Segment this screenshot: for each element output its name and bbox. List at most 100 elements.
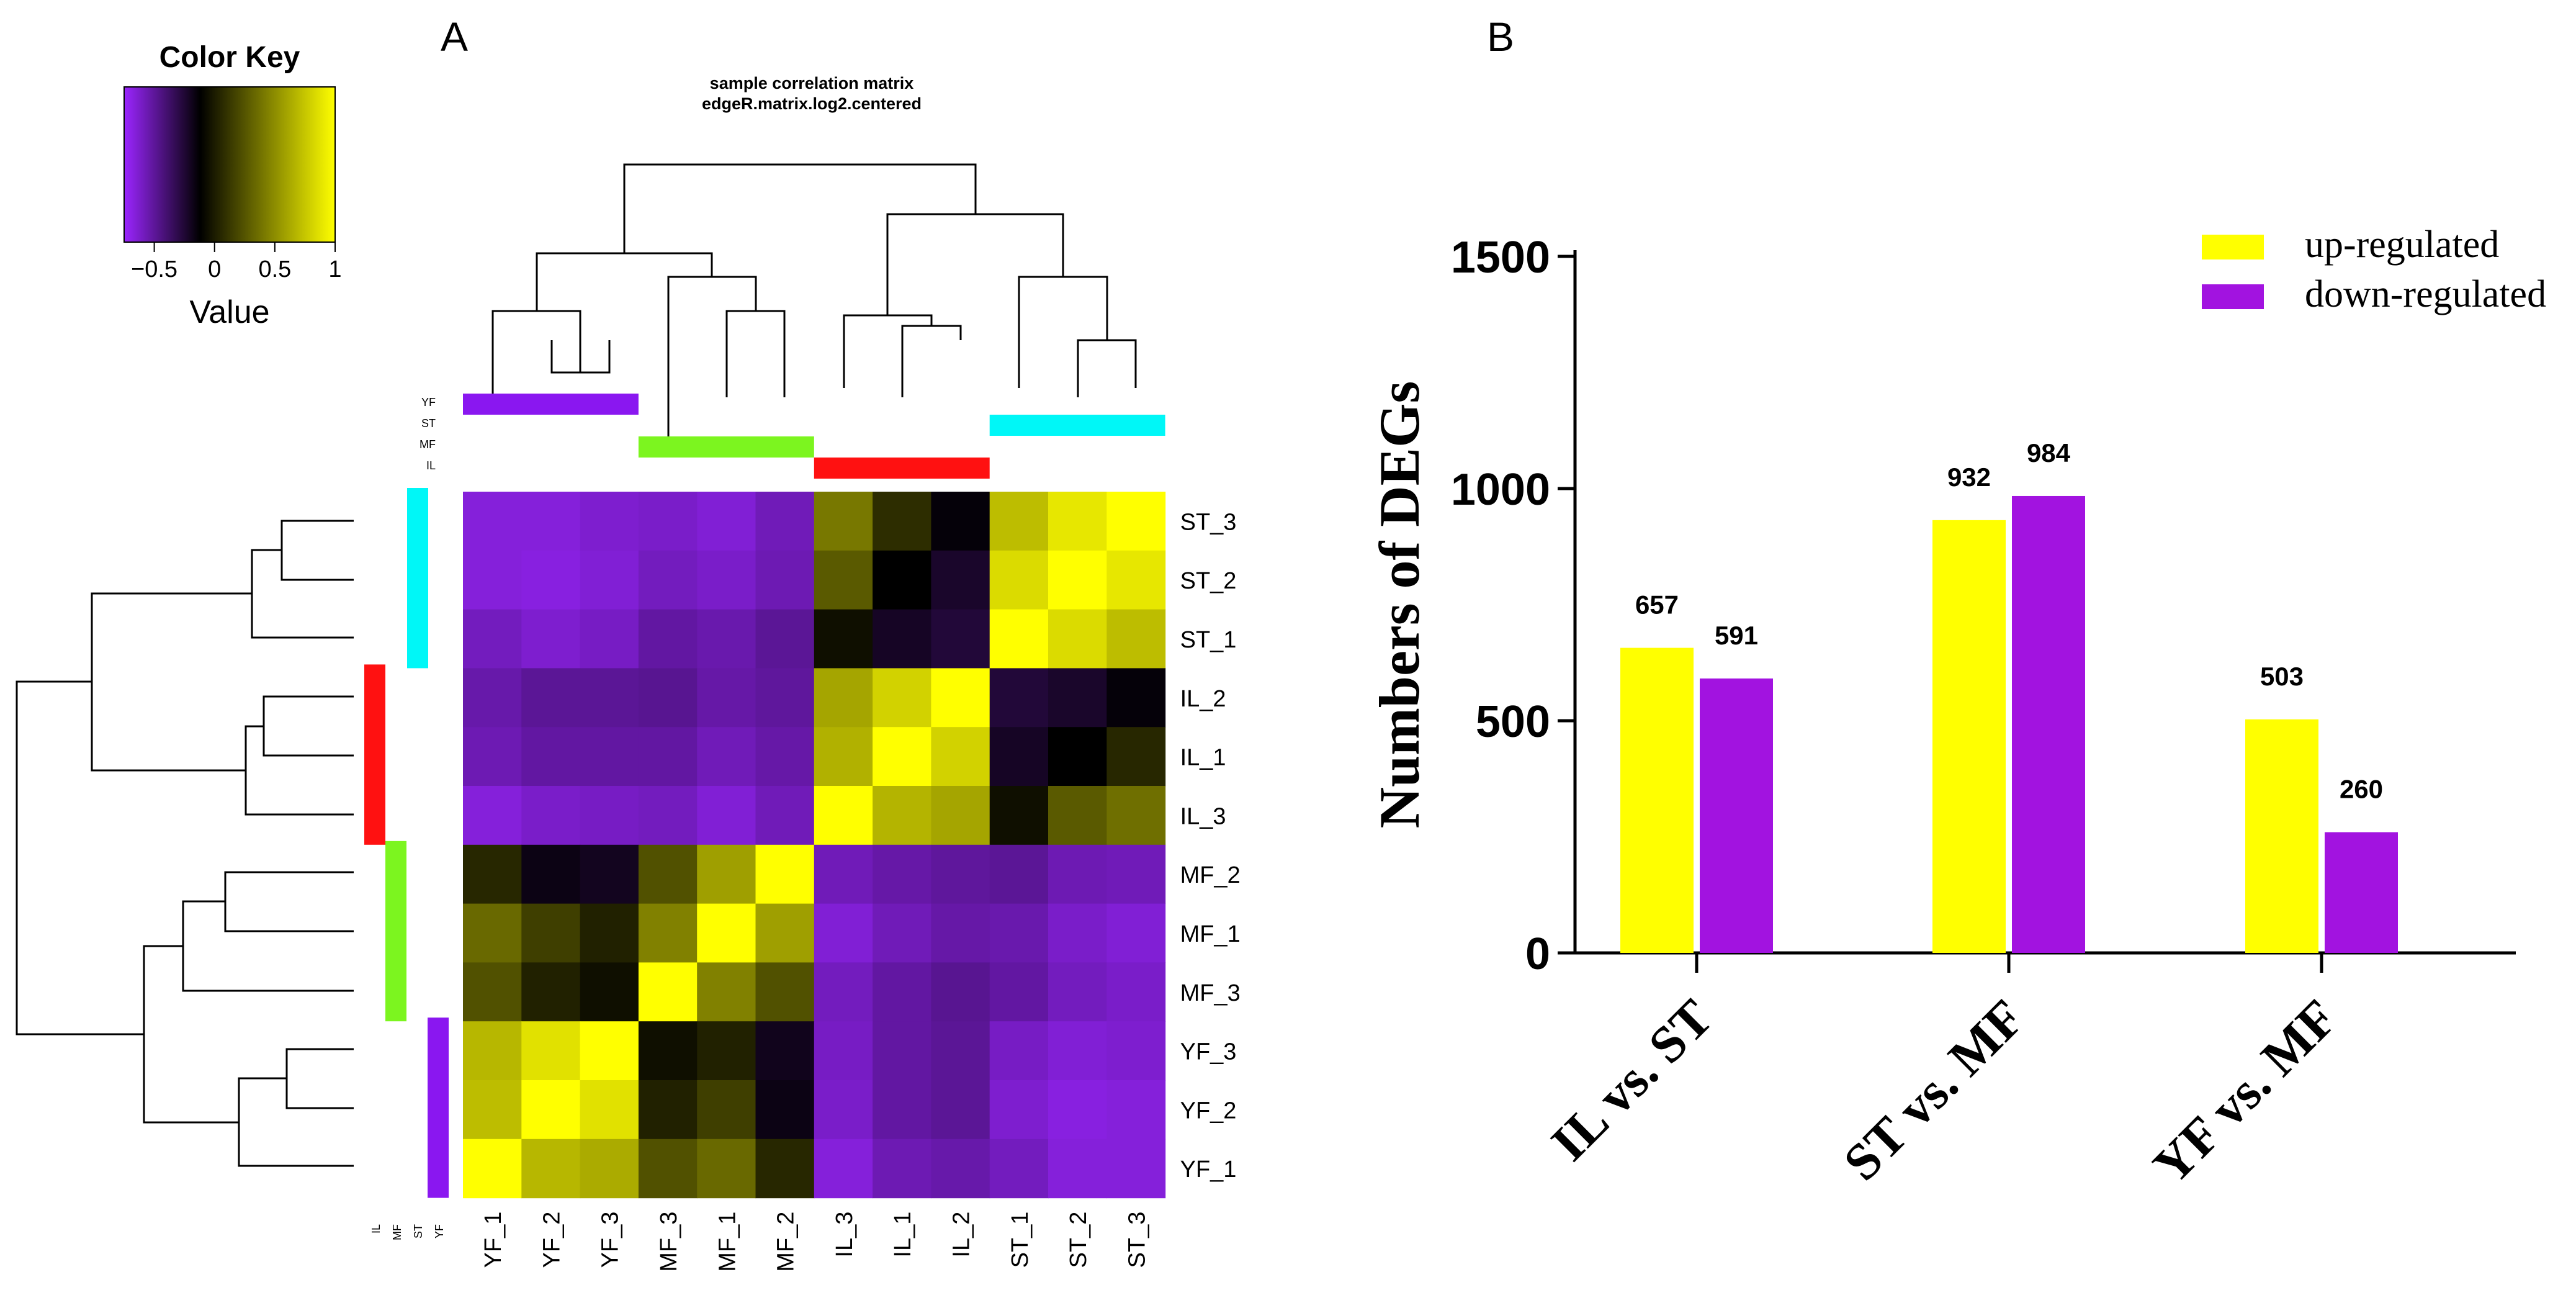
heatmap-cell <box>638 1021 698 1081</box>
row-group-bar-mf <box>385 841 406 1022</box>
heatmap-cell <box>638 786 698 846</box>
heatmap-cell <box>814 492 873 551</box>
heatmap-cell <box>1048 609 1107 669</box>
heatmap-cell <box>989 1139 1049 1199</box>
heatmap-cell <box>1106 1021 1166 1081</box>
heatmap-col-label: MF_1 <box>714 1212 740 1272</box>
color-key: Color Key −0.5 0 0.5 1 Value <box>123 41 342 330</box>
heatmap-cell <box>697 550 756 610</box>
heatmap-cell <box>463 844 522 904</box>
heatmap-cell <box>521 492 581 551</box>
color-key-xlabel: Value <box>189 294 269 330</box>
legend-swatch-up <box>2202 235 2264 259</box>
heatmap-cell <box>814 786 873 846</box>
heatmap-cell <box>1048 492 1107 551</box>
color-key-tick-label: 1 <box>328 256 341 282</box>
heatmap-cell <box>580 962 639 1022</box>
legend-label-down: down-regulated <box>2305 273 2546 315</box>
heatmap-cell <box>697 1080 756 1140</box>
heatmap-cell <box>1106 609 1166 669</box>
heatmap-cell <box>931 786 990 846</box>
heatmap-cell <box>580 550 639 610</box>
heatmap-cell <box>580 844 639 904</box>
row-group-legend: YF ST MF IL <box>420 396 436 472</box>
color-key-tick-label: −0.5 <box>131 256 177 282</box>
heatmap-cell <box>1106 668 1166 728</box>
heatmap-cell <box>580 903 639 963</box>
heatmap-cell <box>638 903 698 963</box>
heatmap-cell <box>814 903 873 963</box>
heatmap-cell <box>638 1139 698 1199</box>
heatmap-cell <box>521 786 581 846</box>
heatmap-cell <box>814 1021 873 1081</box>
legend-label-up: up-regulated <box>2305 223 2499 266</box>
col-group-bar-il <box>814 458 990 479</box>
heatmap-cell <box>521 609 581 669</box>
color-key-title: Color Key <box>159 41 300 74</box>
heatmap-cell <box>873 1021 931 1081</box>
bar-down-regulated <box>2325 832 2398 953</box>
row-group-bar-st <box>407 488 428 669</box>
heatmap-cell <box>1106 727 1166 787</box>
bar-data-label: 503 <box>2260 662 2304 691</box>
heatmap-cell <box>873 1139 931 1199</box>
heatmap-cell <box>521 903 581 963</box>
heatmap-cell <box>580 1080 639 1140</box>
bar-up-regulated <box>2245 719 2318 953</box>
heatmap-cell <box>1106 1080 1166 1140</box>
heatmap-cell <box>697 962 756 1022</box>
heatmap-cell <box>463 550 522 610</box>
x-tick-label: ST vs. MF <box>1833 989 2035 1192</box>
heatmap-cell <box>755 962 815 1022</box>
column-dendrogram <box>491 163 1137 441</box>
bar-up-regulated <box>1620 647 1694 953</box>
heatmap-cell <box>521 1080 581 1140</box>
heatmap-cell <box>1048 727 1107 787</box>
heatmap-cell <box>463 1021 522 1081</box>
color-key-tick-label: 0.5 <box>258 256 291 282</box>
heatmap-cell <box>814 609 873 669</box>
heatmap-cell <box>989 962 1049 1022</box>
heatmap-cell <box>814 550 873 610</box>
heatmap-cell <box>989 668 1049 728</box>
heatmap-cell <box>1106 786 1166 846</box>
heatmap-col-label: ST_1 <box>1007 1212 1033 1268</box>
heatmap-cell <box>1048 844 1107 904</box>
heatmap-cell <box>989 727 1049 787</box>
heatmap-cell <box>638 668 698 728</box>
heatmap-cell <box>697 727 756 787</box>
heatmap-cell <box>814 962 873 1022</box>
column-group-bars <box>463 394 1165 479</box>
heatmap-cell <box>873 668 931 728</box>
heatmap-cell <box>989 609 1049 669</box>
heatmap-cell <box>697 844 756 904</box>
heatmap-cell <box>521 668 581 728</box>
bar-data-label: 657 <box>1635 590 1679 620</box>
heatmap-cell <box>521 727 581 787</box>
y-tick-label: 0 <box>1525 929 1550 979</box>
heatmap-cell <box>580 1139 639 1199</box>
heatmap-cell <box>989 844 1049 904</box>
heatmap-cell <box>1048 903 1107 963</box>
row-group-bar-il <box>364 664 385 845</box>
x-tick-label: IL vs. ST <box>1540 989 1723 1172</box>
heatmap-row-label: YF_3 <box>1180 1039 1237 1065</box>
bar-data-label: 932 <box>1947 462 1991 492</box>
heatmap-cell <box>1048 786 1107 846</box>
heatmap-cell <box>697 609 756 669</box>
heatmap-cell <box>580 1021 639 1081</box>
heatmap-cell <box>873 550 931 610</box>
bar-legend: up-regulated down-regulated <box>2202 223 2546 315</box>
heatmap-cell <box>638 727 698 787</box>
heatmap-row-label: ST_3 <box>1180 509 1237 535</box>
heatmap-col-labels: YF_1 YF_2 YF_3 MF_3 MF_1 MF_2 IL_3 IL_1 IL_2 ST_1… <box>480 1212 1150 1272</box>
y-tick-label: 1500 <box>1451 233 1550 282</box>
heatmap-cell <box>1048 962 1107 1022</box>
bar-marks <box>1620 495 2398 953</box>
heatmap-cell <box>755 844 815 904</box>
bar-data-label: 984 <box>2027 438 2071 467</box>
bar-data-labels: 657 591 932 984 503 260 <box>1635 438 2383 804</box>
heatmap-col-label: MF_3 <box>656 1212 682 1272</box>
heatmap-cell <box>755 668 815 728</box>
